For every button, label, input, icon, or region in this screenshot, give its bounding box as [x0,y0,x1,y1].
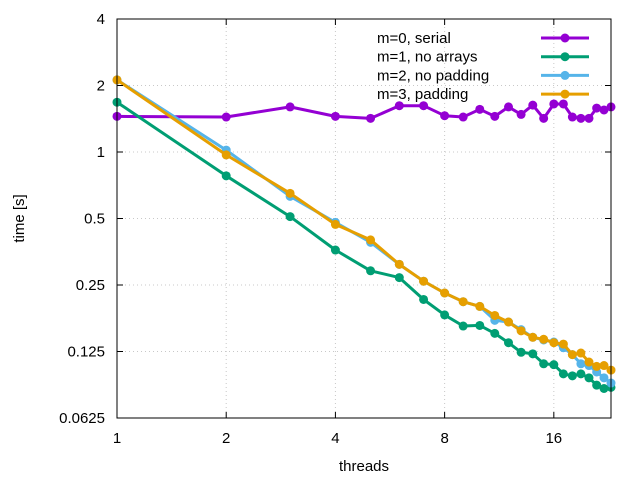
data-point [539,113,549,123]
grid-lines [117,19,611,418]
data-point [576,348,586,358]
data-point [330,111,340,121]
data-point [567,350,577,360]
legend-marker [560,89,570,99]
data-point [592,103,602,113]
data-point [576,359,586,369]
data-point [599,105,609,115]
legend-label: m=2, no padding [377,67,489,84]
data-point [549,360,559,370]
series-layer [112,75,616,394]
x-tick-label: 4 [331,430,339,447]
data-point [539,359,549,369]
data-point [366,235,376,245]
data-point [599,361,609,371]
data-point [419,294,429,304]
data-point [584,113,594,123]
data-point [285,102,295,112]
data-point [592,380,602,390]
y-tick-label: 2 [97,78,105,95]
x-tick-label: 16 [545,430,562,447]
data-point [539,334,549,344]
series-3 [112,75,616,375]
data-point [576,369,586,379]
data-point [440,111,450,121]
data-point [490,111,500,121]
data-point [549,338,559,348]
data-point [576,113,586,123]
data-point [503,102,513,112]
data-point [285,188,295,198]
data-point [558,339,568,349]
data-point [221,150,231,160]
y-tick-label: 0.0625 [59,410,105,427]
data-point [285,212,295,222]
data-point [599,373,609,383]
data-point [558,369,568,379]
x-tick-label: 2 [222,430,230,447]
series-1 [112,97,616,394]
legend-label: m=3, padding [377,86,468,103]
data-point [549,99,559,109]
x-tick-label: 8 [440,430,448,447]
data-point [366,266,376,276]
data-point [458,321,468,331]
x-tick-label: 1 [113,430,121,447]
data-point [528,332,538,342]
data-point [330,219,340,229]
data-point [516,326,526,336]
y-axis-label: time [s] [11,194,28,242]
data-point [516,109,526,119]
data-point [475,301,485,311]
data-point [394,101,404,111]
data-point [528,100,538,110]
axis-ticks: 1 2 4 8 16 0.0625 0.125 0.25 0.5 1 2 4 [59,11,611,447]
data-point [475,104,485,114]
y-tick-label: 4 [97,11,105,28]
data-point [567,371,577,381]
data-point [503,338,513,348]
data-point [516,347,526,357]
series-0 [112,99,616,123]
series-line [116,100,612,390]
y-tick-label: 0.125 [67,344,105,361]
data-point [440,310,450,320]
data-point [503,317,513,327]
y-tick-label: 0.25 [76,277,105,294]
y-tick-label: 0.5 [84,211,105,228]
legend-marker [560,52,570,62]
data-point [558,99,568,109]
data-point [394,259,404,269]
legend-label: m=1, no arrays [377,49,477,66]
data-point [419,276,429,286]
data-point [221,171,231,181]
data-point [599,384,609,394]
data-point [458,297,468,307]
data-point [458,112,468,122]
data-point [567,112,577,122]
data-point [394,273,404,283]
data-point [366,113,376,123]
data-point [330,245,340,255]
data-point [584,357,594,367]
legend-label: m=0, serial [377,30,451,47]
data-point [584,373,594,383]
x-axis-label: threads [339,458,389,475]
data-point [475,320,485,330]
data-point [528,349,538,359]
series-line [116,78,612,372]
data-point [419,101,429,111]
legend-marker [560,70,570,80]
legend-marker [560,33,570,43]
data-point [592,361,602,371]
data-point [490,328,500,338]
y-tick-label: 1 [97,144,105,161]
data-point [221,112,231,122]
data-point [440,288,450,298]
data-point [490,310,500,320]
